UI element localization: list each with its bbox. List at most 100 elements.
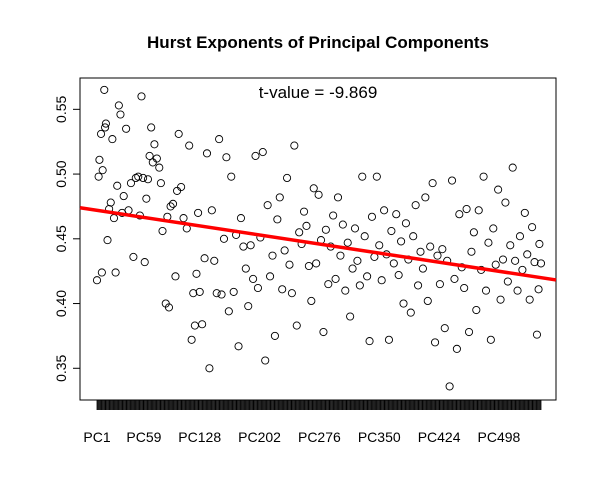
data-point [195, 287, 204, 296]
data-point [363, 272, 372, 281]
data-point [174, 129, 183, 138]
data-point [299, 207, 309, 216]
data-point [460, 283, 469, 293]
data-point [266, 272, 275, 281]
data-point [244, 302, 253, 311]
data-point [155, 163, 164, 172]
x-tick-label: PC202 [238, 429, 281, 445]
data-point [109, 214, 119, 223]
data-point [503, 277, 512, 286]
data-point [467, 247, 476, 256]
data-point [409, 232, 418, 241]
data-point [143, 175, 153, 184]
data-point [343, 238, 352, 247]
x-tick-label: PC498 [478, 429, 521, 445]
data-point [506, 241, 515, 250]
data-point [292, 321, 301, 330]
data-point [421, 193, 430, 202]
data-point [114, 101, 123, 110]
data-point [224, 307, 233, 316]
data-point [324, 280, 333, 289]
data-point [249, 274, 258, 283]
data-point [142, 194, 151, 203]
data-point [534, 285, 543, 294]
data-point [307, 296, 316, 306]
x-tick-label: PC1 [83, 429, 110, 445]
data-point [205, 364, 214, 373]
data-point [450, 274, 459, 283]
data-point [113, 181, 122, 190]
plot-area: 0.35 0.40 0.45 0.50 0.55 PC1 PC59 PC128 PC202 PC2… [53, 77, 557, 445]
data-point [321, 225, 330, 234]
data-point [508, 163, 517, 172]
data-point [455, 210, 464, 219]
data-point [190, 321, 199, 330]
data-point [173, 186, 182, 195]
data-point [158, 226, 167, 236]
y-tick-label: 0.45 [53, 225, 69, 252]
data-point [126, 179, 136, 188]
data-point [380, 206, 389, 215]
data-point [246, 241, 255, 250]
data-point [96, 129, 106, 138]
data-point [387, 226, 396, 236]
data-point [290, 141, 299, 150]
data-point [145, 151, 154, 160]
data-point [119, 192, 128, 201]
data-point [331, 274, 340, 283]
data-point [397, 237, 406, 246]
data-point [445, 382, 454, 391]
data-point [484, 238, 493, 247]
data-point [452, 344, 461, 353]
data-point [198, 320, 207, 329]
chart-title: Hurst Exponents of Principal Components [147, 33, 489, 52]
trend-line [79, 206, 557, 282]
data-point [227, 172, 236, 181]
data-point [384, 335, 394, 344]
data-point [302, 221, 311, 230]
data-point [251, 151, 260, 160]
data-point [426, 242, 435, 251]
data-point [194, 208, 203, 217]
data-point [314, 190, 323, 199]
data-point [124, 206, 133, 215]
data-point [222, 153, 231, 162]
data-point [358, 172, 367, 181]
data-point [202, 149, 212, 158]
data-point [140, 258, 149, 267]
y-tick-label: 0.55 [53, 95, 69, 122]
data-point [406, 308, 415, 317]
data-point [360, 232, 369, 241]
data-point [148, 158, 157, 167]
data-point [212, 289, 221, 298]
data-point [101, 119, 110, 128]
data-point [94, 172, 103, 181]
data-point [377, 276, 386, 285]
data-point [536, 259, 546, 268]
data-point [263, 201, 272, 210]
data-point [116, 110, 125, 119]
data-point [416, 247, 425, 256]
x-tick-label: PC276 [298, 429, 341, 445]
data-point [462, 204, 471, 214]
data-point [394, 271, 403, 280]
data-point [481, 286, 491, 295]
data-point [278, 285, 287, 294]
data-point [523, 250, 532, 259]
data-point [333, 193, 343, 202]
data-point [200, 254, 209, 263]
data-point [295, 228, 304, 237]
data-point [423, 296, 432, 306]
data-point [187, 335, 196, 344]
data-point [414, 281, 423, 290]
data-point [156, 179, 165, 188]
data-point [469, 228, 478, 237]
data-point [392, 210, 401, 219]
data-point [535, 239, 544, 249]
data-point [98, 166, 107, 175]
t-value-annotation: t-value = -9.869 [259, 83, 378, 102]
data-point [270, 331, 279, 340]
data-point [489, 224, 498, 233]
data-point [92, 276, 102, 285]
